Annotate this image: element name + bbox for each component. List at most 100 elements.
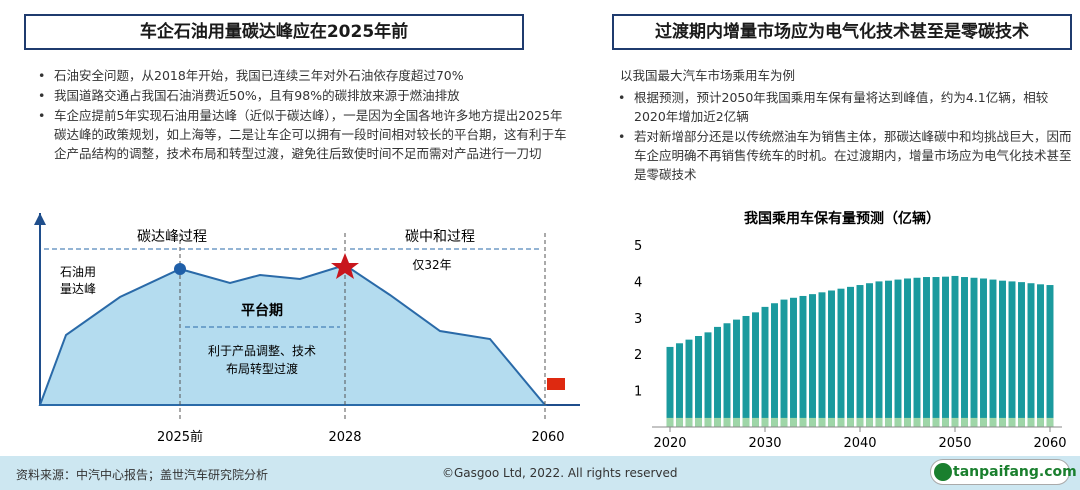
bar-base	[790, 417, 797, 427]
bar	[790, 297, 797, 427]
curve-area	[38, 263, 548, 406]
bar	[980, 278, 987, 427]
right-section-title: 过渡期内增量市场应为电气化技术甚至是零碳技术	[612, 14, 1072, 50]
bar-base	[771, 417, 778, 427]
bar-base	[970, 417, 978, 427]
bar	[1027, 283, 1035, 427]
bar-base	[1018, 417, 1025, 427]
x-label-2060: 2060	[531, 430, 564, 445]
right-bullets: 以我国最大汽车市场乘用车为例 根据预测，预计2050年我国乘用车保有量将达到峰值…	[612, 66, 1072, 185]
bar-base	[704, 417, 712, 427]
bar-base	[866, 417, 873, 427]
bar	[1046, 285, 1054, 427]
bar	[923, 277, 930, 427]
bullet: 若对新增部分还是以传统燃油车为销售主体，那碳达峰碳中和均挑战巨大，因而车企应明确…	[612, 127, 1072, 184]
oil-peak-marker	[174, 263, 186, 275]
bar	[951, 275, 959, 427]
watermark-badge: tanpaifang.com	[930, 459, 1077, 485]
x-label-2028: 2028	[328, 430, 361, 445]
bar-base	[951, 417, 959, 427]
y-tick-label: 5	[634, 239, 642, 254]
bar-base	[1027, 417, 1035, 427]
bar	[989, 279, 997, 427]
bar	[894, 279, 902, 427]
bar-base	[1008, 417, 1016, 427]
oil-peak-label-2: 量达峰	[60, 282, 96, 296]
bar	[904, 278, 911, 427]
bar-base	[932, 417, 940, 427]
bar	[685, 339, 693, 427]
bar-base	[723, 417, 731, 427]
bar-base	[837, 417, 845, 427]
bar	[970, 277, 978, 427]
bar-base	[923, 417, 930, 427]
neutral-process-label: 碳中和过程	[405, 229, 475, 245]
bar-base	[942, 417, 949, 427]
x-label-2025: 2025前	[157, 429, 203, 445]
bar-base	[799, 417, 807, 427]
plateau-desc-1: 利于产品调整、技术	[208, 343, 316, 358]
bullet: 石油安全问题，从2018年开始，我国已连续三年对外石油依存度超过70%	[32, 66, 572, 85]
bar	[913, 277, 921, 427]
y-tick-label: 2	[634, 348, 642, 363]
bar	[837, 288, 845, 427]
bar-base	[742, 417, 750, 427]
right-intro: 以我国最大汽车市场乘用车为例	[620, 68, 796, 83]
plateau-label: 平台期	[241, 302, 283, 319]
bar-base	[685, 417, 693, 427]
bar-base	[856, 417, 864, 427]
leaf-icon	[934, 463, 952, 481]
y-tick-label: 4	[634, 275, 642, 290]
bar-base	[666, 417, 674, 427]
bar-base	[752, 417, 759, 427]
bar	[1008, 281, 1016, 427]
watermark-text: tanpaifang.com	[953, 464, 1077, 480]
bar	[866, 283, 873, 427]
bar	[761, 306, 769, 427]
bar	[714, 326, 721, 427]
y-tick-label: 3	[634, 312, 642, 327]
source-note: 资料来源：中汽中心报告；盖世汽车研究院分析	[16, 468, 269, 482]
bar-base	[989, 417, 997, 427]
bar-base	[828, 417, 835, 427]
bar-base	[894, 417, 902, 427]
bar	[942, 276, 949, 427]
only-32-label: 仅32年	[412, 258, 451, 272]
bar	[666, 346, 674, 427]
bar-base	[1046, 417, 1054, 427]
x-tick-label: 2050	[938, 436, 971, 451]
bar-base	[676, 417, 683, 427]
carbon-peak-star	[331, 253, 359, 279]
bar-base	[818, 417, 826, 427]
bar	[799, 295, 807, 427]
bar	[856, 285, 864, 427]
bar-base	[780, 417, 788, 427]
bar-base	[875, 417, 883, 427]
bar	[704, 332, 712, 427]
bar	[932, 277, 940, 427]
bar	[780, 299, 788, 427]
bar	[885, 280, 892, 427]
bar	[1037, 284, 1044, 427]
footer-bar: 资料来源：中汽中心报告；盖世汽车研究院分析 ©Gasgoo Ltd, 2022.…	[0, 456, 1080, 490]
bar	[695, 336, 702, 427]
bar	[1018, 282, 1025, 427]
bar	[875, 281, 883, 427]
bar	[676, 343, 683, 427]
x-tick-label: 2040	[843, 436, 876, 451]
copyright: ©Gasgoo Ltd, 2022. All rights reserved	[442, 466, 678, 480]
bullet: 车企应提前5年实现石油用量达峰（近似于碳达峰），一是因为全国各地许多地方提出20…	[32, 106, 572, 163]
bar	[847, 286, 854, 427]
bar-base	[885, 417, 892, 427]
bar	[961, 277, 968, 427]
bar-base	[1037, 417, 1044, 427]
bar	[752, 312, 759, 427]
bar-base	[809, 417, 816, 427]
bar-base	[904, 417, 911, 427]
china-flag-icon	[547, 378, 565, 390]
bar-base	[980, 417, 987, 427]
x-tick-label: 2020	[653, 436, 686, 451]
x-tick-label: 2030	[748, 436, 781, 451]
bar-base	[847, 417, 854, 427]
passenger-car-forecast-chart: 我国乘用车保有量预测（亿辆） 1 2 3 4 5 2020 2030 2040 2050 2060	[634, 210, 1067, 451]
